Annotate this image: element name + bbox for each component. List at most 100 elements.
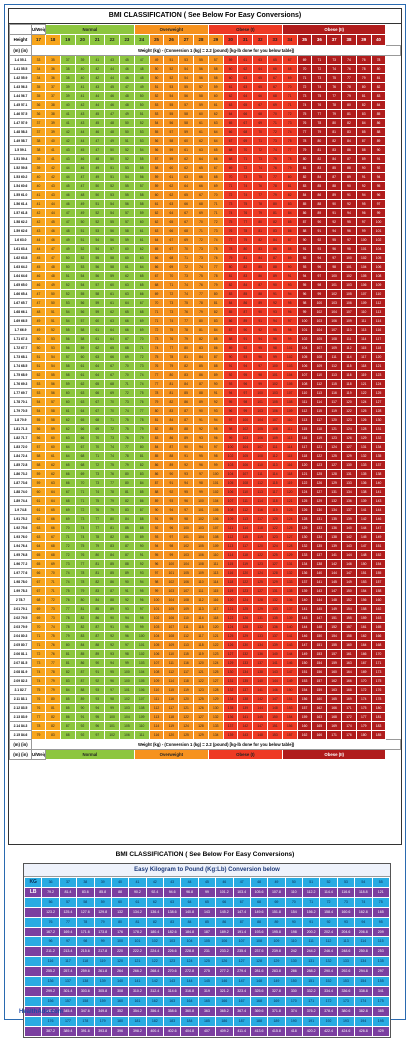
weight-cell: 43 xyxy=(45,190,61,200)
lb-cell: 167.2 xyxy=(41,926,60,938)
weight-cell: 89 xyxy=(281,253,298,263)
lb-cell: 398.2 xyxy=(128,1025,147,1037)
weight-cell: 82 xyxy=(104,532,120,542)
weight-cell: 88 xyxy=(311,199,328,209)
weight-cell: 48 xyxy=(59,226,76,236)
kg-cell: 92 xyxy=(319,916,338,928)
weight-cell: 127 xyxy=(311,487,328,497)
weight-cell: 92 xyxy=(237,343,254,353)
lb-row: 167.2 169.4 171.6 173.8 176 178.2 180.4 182.6 18… xyxy=(23,926,390,938)
weight-cell: 95 xyxy=(341,217,357,227)
weight-cell: 35 xyxy=(45,55,61,65)
weight-cell: 89 xyxy=(74,694,91,704)
weight-cell: 66 xyxy=(148,253,165,263)
weight-cell: 79 xyxy=(133,424,150,434)
weight-cell: 137 xyxy=(311,550,328,560)
lb-cell: 222.2 xyxy=(128,946,147,958)
weight-cell: 135 xyxy=(222,703,239,713)
height-cell: 1.45 57.1 xyxy=(9,100,32,110)
weight-cell: 67 xyxy=(104,361,120,371)
weight-cell: 90 xyxy=(267,280,283,290)
weight-cell: 86 xyxy=(222,316,239,326)
weight-cell: 43 xyxy=(74,118,91,128)
weight-cell: 85 xyxy=(59,703,76,713)
weight-cell: 174 xyxy=(341,721,357,731)
kg-cell: 137 xyxy=(58,976,78,987)
weight-cell: 142 xyxy=(326,559,343,569)
weight-cell: 81 xyxy=(252,226,269,236)
weight-cell: 71 xyxy=(104,415,120,425)
weight-cell: 39 xyxy=(45,118,61,128)
height-row: 1.62 63.8 45 47 50 52 55 58 60 63 66 68 71 73 76 79 81 8… xyxy=(9,253,401,263)
lb-cell: 136.4 xyxy=(145,906,165,918)
lb-cell: 88 xyxy=(110,886,130,898)
weight-cell: 156 xyxy=(355,595,372,605)
weight-cell: 50 xyxy=(148,64,165,74)
weight-cell: 132 xyxy=(281,568,298,578)
lb-cell: 336.6 xyxy=(336,985,356,997)
weight-cell: 81 xyxy=(296,163,313,173)
height-row: 1.78 70.1 54 57 60 63 67 70 73 76 79 82 86 89 92 95 98 1… xyxy=(9,397,401,407)
weight-cell: 100 xyxy=(311,298,328,308)
weight-cell: 44 xyxy=(59,172,76,182)
weight-cell: 178 xyxy=(370,694,387,704)
lb-cell: 360.8 xyxy=(180,1005,199,1017)
weight-cell: 52 xyxy=(148,91,165,101)
lb-cell: 165 xyxy=(371,906,390,918)
weight-cell: 59 xyxy=(163,145,180,155)
weight-cell: 78 xyxy=(341,82,357,92)
weight-cell: 87 xyxy=(118,550,135,560)
weight-cell: 82 xyxy=(355,100,372,110)
weight-cell: 87 xyxy=(148,478,165,488)
weight-cell: 96 xyxy=(104,676,120,686)
weight-cell: 60 xyxy=(74,352,91,362)
weight-cell: 62 xyxy=(178,154,195,164)
weight-cell: 64 xyxy=(89,361,106,371)
weight-cell: 147 xyxy=(355,541,372,551)
weight-cell: 95 xyxy=(118,622,135,632)
weight-cell: 76 xyxy=(45,640,61,650)
weight-cell: 59 xyxy=(31,469,46,479)
weight-cell: 58 xyxy=(59,370,76,380)
lb-cell: 99 xyxy=(197,886,217,898)
weight-cell: 77 xyxy=(89,523,106,533)
weight-cell: 63 xyxy=(207,118,224,128)
weight-cell: 56 xyxy=(193,64,209,74)
weight-cell: 99 xyxy=(355,226,372,236)
bmi-value-header: 34 xyxy=(281,34,298,46)
weight-cell: 140 xyxy=(341,523,357,533)
weight-cell: 74 xyxy=(207,235,224,245)
weight-cell: 52 xyxy=(74,244,91,254)
weight-cell: 157 xyxy=(296,703,313,713)
kg-cell: 190 xyxy=(284,1015,304,1027)
weight-cell: 70 xyxy=(31,622,46,632)
weight-cell: 78 xyxy=(281,154,298,164)
weight-cell: 66 xyxy=(163,226,180,236)
weight-cell: 94 xyxy=(370,172,387,182)
weight-cell: 110 xyxy=(296,388,313,398)
weight-cell: 104 xyxy=(311,325,328,335)
height-cell: 2.12 83.5 xyxy=(9,703,32,713)
weight-cell: 69 xyxy=(178,235,195,245)
kg-cell: 102 xyxy=(145,936,165,948)
weight-cell: 91 xyxy=(311,226,328,236)
weight-cell: 102 xyxy=(133,649,150,659)
weight-cell: 60 xyxy=(45,442,61,452)
weight-cell: 53 xyxy=(74,262,91,272)
kg-cell: 99 xyxy=(93,936,112,948)
weight-cell: 56 xyxy=(89,271,106,281)
weight-cell: 107 xyxy=(133,694,150,704)
kg-cell: 54 xyxy=(354,877,373,888)
height-cell: 1.71 67.3 xyxy=(9,334,32,344)
kg-label: KG xyxy=(23,877,43,888)
bmi-value-header: 17 xyxy=(31,34,46,46)
weight-cell: 99 xyxy=(296,307,313,317)
kg-cell: 87 xyxy=(232,916,251,928)
kg-cell: 167 xyxy=(232,995,251,1007)
weight-cell: 78 xyxy=(267,181,283,191)
weight-cell: 130 xyxy=(237,640,254,650)
weight-cell: 102 xyxy=(163,577,180,587)
weight-cell: 66 xyxy=(237,109,254,119)
weight-cell: 127 xyxy=(326,460,343,470)
weight-cell: 108 xyxy=(296,379,313,389)
